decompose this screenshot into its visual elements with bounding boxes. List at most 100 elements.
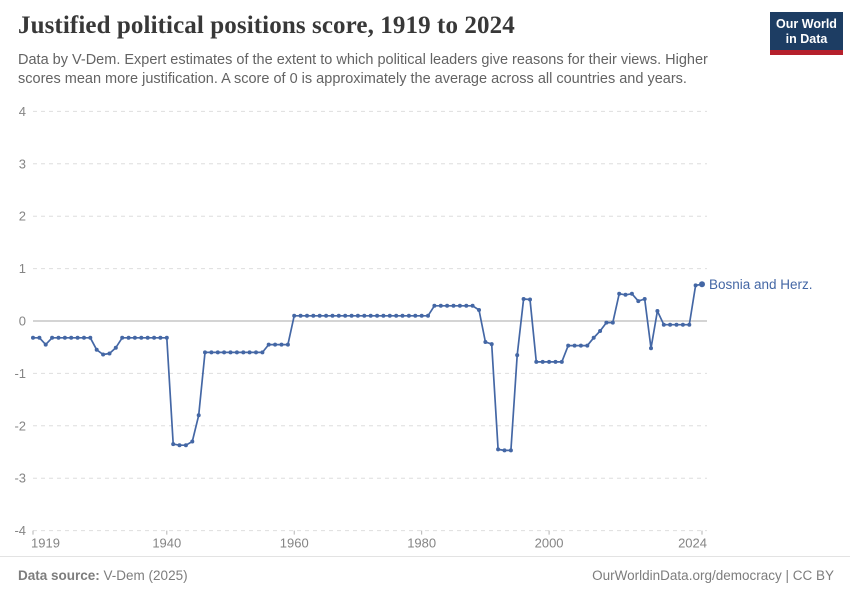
data-point[interactable]: [241, 350, 246, 355]
data-point[interactable]: [88, 335, 93, 340]
owid-logo[interactable]: Our World in Data: [770, 12, 843, 55]
data-point[interactable]: [254, 350, 258, 355]
data-point[interactable]: [215, 350, 220, 355]
data-point[interactable]: [75, 335, 80, 340]
data-point[interactable]: [636, 299, 641, 304]
data-point[interactable]: [228, 350, 233, 355]
data-point[interactable]: [158, 335, 163, 340]
data-point[interactable]: [285, 342, 290, 347]
data-point[interactable]: [566, 343, 571, 348]
data-point[interactable]: [674, 322, 679, 327]
data-point[interactable]: [470, 303, 475, 308]
data-point[interactable]: [362, 313, 367, 318]
data-point[interactable]: [375, 313, 380, 318]
data-point[interactable]: [617, 291, 622, 296]
data-point[interactable]: [209, 350, 214, 355]
data-point[interactable]: [661, 322, 666, 327]
data-point[interactable]: [330, 313, 335, 318]
data-point[interactable]: [406, 313, 411, 318]
data-point[interactable]: [107, 351, 112, 356]
data-point[interactable]: [693, 283, 698, 288]
data-point[interactable]: [413, 313, 418, 318]
data-point[interactable]: [400, 313, 405, 318]
data-point[interactable]: [521, 297, 526, 301]
data-point[interactable]: [540, 359, 545, 364]
data-point[interactable]: [483, 340, 488, 344]
data-point[interactable]: [343, 313, 348, 318]
data-point[interactable]: [222, 350, 227, 355]
data-point[interactable]: [699, 281, 705, 288]
data-point[interactable]: [578, 343, 583, 348]
data-point[interactable]: [623, 292, 628, 297]
data-point[interactable]: [171, 442, 176, 447]
data-point[interactable]: [145, 335, 150, 340]
data-point[interactable]: [164, 335, 169, 340]
data-point[interactable]: [649, 346, 653, 351]
data-point[interactable]: [349, 313, 354, 318]
data-point[interactable]: [266, 342, 271, 347]
data-point[interactable]: [43, 342, 48, 347]
data-point[interactable]: [496, 447, 501, 452]
data-point[interactable]: [292, 313, 297, 318]
data-point[interactable]: [317, 313, 322, 318]
data-point[interactable]: [311, 313, 316, 318]
data-point[interactable]: [528, 297, 532, 302]
data-point[interactable]: [687, 322, 692, 327]
data-point[interactable]: [69, 335, 74, 340]
data-point[interactable]: [426, 313, 430, 318]
data-point[interactable]: [547, 359, 552, 364]
data-point[interactable]: [572, 343, 577, 348]
data-point[interactable]: [183, 443, 188, 448]
data-point[interactable]: [190, 439, 195, 444]
data-point[interactable]: [464, 303, 469, 308]
data-point[interactable]: [585, 343, 590, 348]
data-point[interactable]: [305, 313, 309, 318]
data-point[interactable]: [508, 448, 513, 453]
data-point[interactable]: [680, 322, 685, 327]
data-point[interactable]: [610, 320, 615, 325]
data-point[interactable]: [381, 313, 386, 318]
data-point[interactable]: [101, 352, 106, 357]
data-point[interactable]: [62, 335, 67, 340]
data-point[interactable]: [451, 303, 456, 308]
data-point[interactable]: [260, 350, 265, 355]
data-point[interactable]: [445, 303, 450, 308]
data-point[interactable]: [113, 345, 118, 350]
data-point[interactable]: [604, 320, 609, 325]
data-point[interactable]: [477, 308, 481, 312]
data-point[interactable]: [139, 335, 144, 340]
data-point[interactable]: [502, 448, 507, 453]
data-point[interactable]: [94, 347, 99, 352]
data-point[interactable]: [515, 353, 520, 358]
data-point[interactable]: [668, 322, 673, 327]
data-point[interactable]: [553, 359, 558, 364]
data-point[interactable]: [655, 309, 660, 313]
data-point[interactable]: [489, 342, 494, 347]
data-point[interactable]: [559, 359, 564, 364]
data-point[interactable]: [120, 335, 125, 340]
data-point[interactable]: [629, 291, 634, 296]
data-point[interactable]: [273, 342, 278, 347]
data-point[interactable]: [368, 313, 373, 318]
data-point[interactable]: [394, 313, 399, 318]
data-point[interactable]: [126, 335, 131, 340]
data-point[interactable]: [177, 443, 182, 448]
data-point[interactable]: [457, 303, 462, 308]
data-point[interactable]: [642, 297, 647, 301]
data-point[interactable]: [196, 413, 201, 418]
data-point[interactable]: [591, 335, 596, 340]
data-point[interactable]: [387, 313, 392, 318]
series-end-label[interactable]: Bosnia and Herz.: [709, 277, 813, 292]
data-point[interactable]: [279, 342, 284, 347]
data-point[interactable]: [82, 335, 86, 340]
data-point[interactable]: [56, 335, 61, 340]
data-point[interactable]: [336, 313, 341, 318]
data-point[interactable]: [355, 313, 360, 318]
data-point[interactable]: [132, 335, 137, 340]
data-point[interactable]: [203, 350, 207, 355]
data-point[interactable]: [598, 329, 603, 333]
data-point[interactable]: [234, 350, 239, 355]
data-point[interactable]: [37, 335, 42, 340]
data-point[interactable]: [298, 313, 303, 318]
data-point[interactable]: [31, 335, 35, 340]
